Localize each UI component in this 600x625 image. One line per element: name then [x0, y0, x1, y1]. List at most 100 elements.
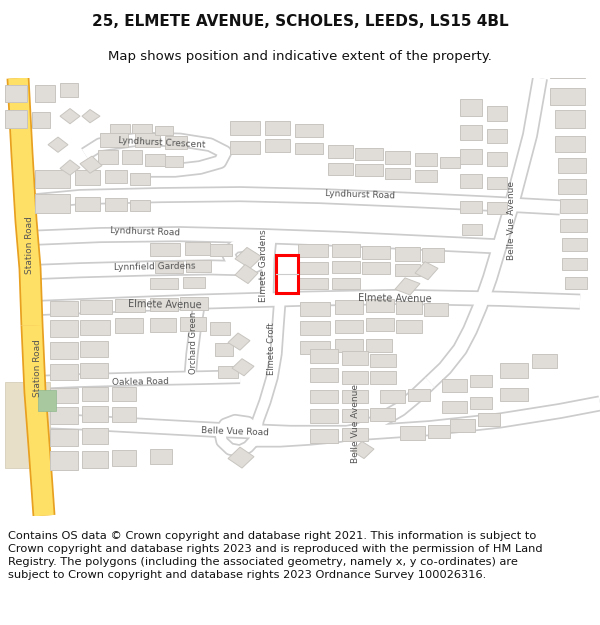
Bar	[218, 366, 238, 378]
Bar	[342, 390, 368, 403]
Bar	[342, 351, 368, 366]
Bar	[500, 364, 528, 378]
Bar	[135, 133, 160, 147]
Text: Elmete Avenue: Elmete Avenue	[128, 299, 202, 310]
Bar	[342, 371, 368, 384]
Bar	[462, 224, 482, 235]
Bar	[560, 219, 587, 232]
Bar	[100, 133, 128, 147]
Polygon shape	[235, 248, 262, 268]
Bar	[150, 449, 172, 464]
Polygon shape	[228, 333, 250, 350]
Text: Oaklea Road: Oaklea Road	[112, 378, 169, 388]
Bar	[105, 198, 127, 211]
Bar	[80, 362, 108, 378]
Bar	[310, 429, 338, 443]
Bar	[487, 129, 507, 142]
Bar	[355, 164, 383, 176]
Bar	[112, 408, 136, 422]
Bar	[180, 317, 206, 331]
Bar	[82, 451, 108, 468]
Text: Map shows position and indicative extent of the property.: Map shows position and indicative extent…	[108, 50, 492, 62]
Text: 25, ELMETE AVENUE, SCHOLES, LEEDS, LS15 4BL: 25, ELMETE AVENUE, SCHOLES, LEEDS, LS15 …	[92, 14, 508, 29]
Bar	[150, 278, 178, 289]
Bar	[370, 371, 396, 384]
Bar	[335, 339, 363, 352]
Bar	[35, 194, 70, 213]
Bar	[180, 297, 208, 310]
Bar	[35, 171, 70, 187]
Bar	[328, 145, 353, 158]
Bar	[310, 390, 338, 403]
Bar	[50, 451, 78, 470]
Polygon shape	[235, 264, 258, 284]
Bar	[98, 151, 118, 164]
Bar	[115, 299, 145, 312]
Bar	[35, 85, 55, 102]
Bar	[332, 278, 360, 289]
Bar	[460, 149, 482, 164]
Bar	[50, 364, 78, 379]
Bar	[460, 174, 482, 188]
Bar	[265, 121, 290, 135]
Bar	[422, 248, 444, 262]
Bar	[428, 425, 450, 438]
Bar	[450, 419, 475, 432]
Text: Station Road: Station Road	[34, 339, 43, 397]
Bar	[342, 428, 368, 441]
Bar	[50, 408, 78, 424]
Bar	[532, 354, 557, 368]
Bar	[460, 201, 482, 213]
Text: Station Road: Station Road	[25, 216, 35, 274]
Bar	[460, 125, 482, 140]
Bar	[385, 168, 410, 179]
Bar	[298, 278, 328, 289]
Bar	[122, 151, 142, 164]
Bar	[132, 124, 152, 133]
Bar	[298, 244, 328, 257]
Bar	[82, 428, 108, 444]
Bar	[550, 88, 585, 105]
Text: Lyndhurst Road: Lyndhurst Road	[325, 189, 395, 201]
Bar	[335, 300, 363, 314]
Bar	[558, 179, 586, 194]
Bar	[130, 173, 150, 184]
Bar	[440, 157, 460, 169]
Bar	[470, 375, 492, 388]
Text: Elmete Croft: Elmete Croft	[268, 323, 277, 376]
Bar	[295, 124, 323, 137]
Bar	[408, 389, 430, 401]
Bar	[150, 298, 178, 311]
Bar	[310, 368, 338, 382]
Bar	[215, 342, 233, 356]
Bar	[342, 409, 368, 422]
Bar	[110, 124, 130, 133]
Bar	[562, 258, 587, 270]
Bar	[366, 339, 392, 352]
Bar	[328, 162, 353, 175]
Bar	[82, 388, 108, 401]
Bar	[50, 320, 78, 337]
Bar	[366, 299, 394, 312]
Bar	[565, 277, 587, 289]
Polygon shape	[82, 109, 100, 123]
Bar	[478, 413, 500, 426]
Bar	[460, 99, 482, 116]
Text: Belle Vue Avenue: Belle Vue Avenue	[508, 181, 517, 260]
Bar	[186, 260, 211, 272]
Bar	[165, 136, 187, 149]
Bar	[366, 318, 394, 331]
Bar	[112, 450, 136, 466]
Bar	[442, 379, 467, 392]
Bar	[276, 255, 298, 293]
Bar	[50, 342, 78, 359]
Bar	[558, 158, 586, 173]
Bar	[555, 111, 585, 128]
Bar	[75, 171, 100, 184]
Bar	[362, 246, 390, 259]
Bar	[380, 390, 405, 403]
Bar	[5, 85, 27, 102]
Bar	[395, 264, 420, 276]
Bar	[75, 197, 100, 211]
Bar	[115, 318, 143, 333]
